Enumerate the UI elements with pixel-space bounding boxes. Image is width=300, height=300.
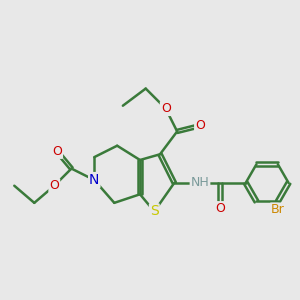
Text: Br: Br bbox=[271, 203, 285, 217]
Text: O: O bbox=[215, 202, 225, 215]
Text: N: N bbox=[89, 173, 100, 187]
Text: O: O bbox=[161, 102, 171, 115]
Text: O: O bbox=[52, 145, 62, 158]
Text: O: O bbox=[49, 179, 59, 192]
Text: NH: NH bbox=[190, 176, 209, 189]
Text: O: O bbox=[195, 119, 205, 132]
Text: S: S bbox=[150, 204, 159, 218]
